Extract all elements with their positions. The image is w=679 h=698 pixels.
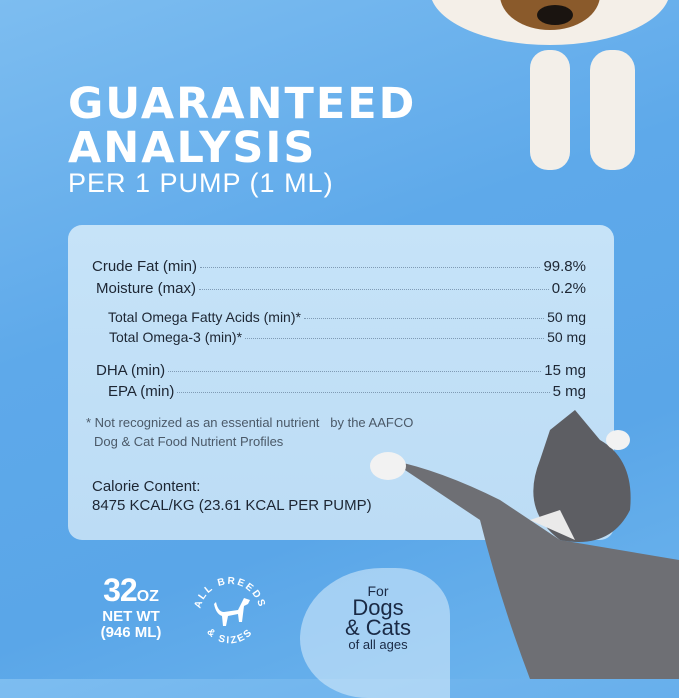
volume-label: (946 ML) bbox=[100, 624, 162, 641]
analysis-card: Crude Fat (min) 99.8% Moisture (max) 0.2% … bbox=[68, 225, 614, 540]
breeds-top-text: ALL BREEDS bbox=[193, 576, 266, 610]
analysis-row: Moisture (max) 0.2% bbox=[96, 280, 586, 297]
analysis-row: Total Omega Fatty Acids (min)* 50 mg bbox=[108, 309, 586, 325]
calorie-label: Calorie Content: bbox=[92, 478, 201, 495]
footnote: * Not recognized as an essential nutrien… bbox=[86, 413, 413, 451]
size-number: 32 bbox=[103, 572, 138, 608]
leader-dots bbox=[245, 338, 545, 339]
calorie-value: 8475 KCAL/KG (23.61 KCAL PER PUMP) bbox=[92, 497, 372, 514]
leader-dots bbox=[199, 289, 549, 290]
net-weight-badge: 32OZ NET WT (946 ML) bbox=[96, 572, 166, 641]
row-value: 5 mg bbox=[552, 383, 586, 400]
row-value: 0.2% bbox=[551, 280, 586, 297]
cat-image bbox=[370, 410, 679, 679]
analysis-row: Crude Fat (min) 99.8% bbox=[92, 258, 586, 275]
row-label: Crude Fat (min) bbox=[92, 258, 198, 275]
analysis-row: EPA (min) 5 mg bbox=[108, 383, 586, 400]
leader-dots bbox=[303, 318, 545, 319]
breeds-bottom-text: & SIZES bbox=[205, 627, 254, 647]
row-value: 15 mg bbox=[544, 362, 586, 379]
page-title: GUARANTEED ANALYSIS bbox=[68, 82, 416, 170]
row-label: Total Omega-3 (min)* bbox=[109, 329, 243, 345]
calorie-content: Calorie Content: 8475 KCAL/KG (23.61 KCAL… bbox=[92, 477, 372, 515]
row-label: Total Omega Fatty Acids (min)* bbox=[108, 309, 301, 325]
cats-text: & Cats bbox=[344, 615, 412, 640]
net-wt-label: NET WT bbox=[102, 608, 160, 625]
analysis-row: Total Omega-3 (min)* 50 mg bbox=[109, 329, 586, 345]
for-text: For bbox=[367, 583, 389, 599]
footnote-line-2: Dog & Cat Food Nutrient Profiles bbox=[94, 434, 284, 449]
footnote-line-1: * Not recognized as an essential nutrien… bbox=[86, 415, 414, 430]
decorative-blob bbox=[300, 568, 450, 698]
row-value: 50 mg bbox=[547, 309, 586, 325]
dog-image bbox=[432, 0, 668, 170]
ages-text: of all ages bbox=[348, 637, 408, 652]
all-breeds-badge: ALL BREEDS & SIZES bbox=[193, 576, 268, 647]
title-line-2: ANALYSIS bbox=[68, 123, 317, 173]
row-value: 50 mg bbox=[547, 329, 586, 345]
subtitle: PER 1 PUMP (1 ML) bbox=[68, 168, 334, 198]
row-value: 99.8% bbox=[543, 258, 586, 275]
leader-dots bbox=[168, 371, 542, 372]
dog-silhouette-icon bbox=[214, 598, 250, 626]
svg-text:& SIZES: & SIZES bbox=[205, 627, 256, 647]
svg-text:ALL BREEDS: ALL BREEDS bbox=[193, 576, 268, 610]
leader-dots bbox=[177, 392, 550, 393]
leader-dots bbox=[200, 267, 541, 268]
row-label: EPA (min) bbox=[108, 383, 175, 400]
row-label: Moisture (max) bbox=[96, 280, 197, 297]
row-label: DHA (min) bbox=[96, 362, 166, 379]
dogs-text: Dogs bbox=[352, 595, 404, 620]
size-unit: OZ bbox=[136, 588, 159, 605]
analysis-row: DHA (min) 15 mg bbox=[96, 362, 586, 379]
dogs-cats-badge: For Dogs & Cats of all ages bbox=[328, 584, 428, 652]
title-line-1: GUARANTEED bbox=[68, 79, 417, 129]
